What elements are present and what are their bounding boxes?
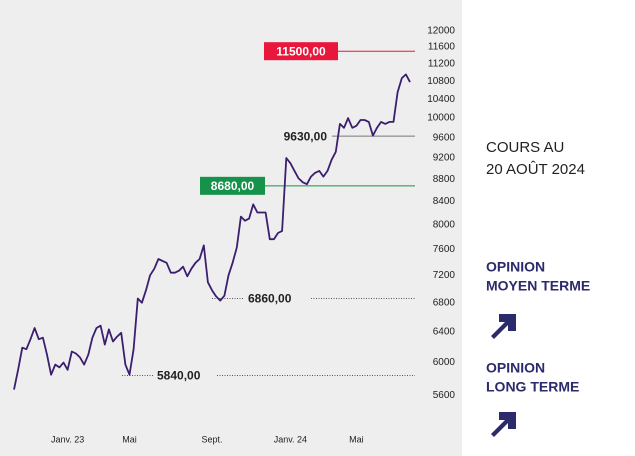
date-line: 20 AOÛT 2024 (486, 161, 585, 178)
level-label-box (264, 42, 338, 61)
y-tick-label: 6400 (433, 326, 456, 337)
x-tick-label: Janv. 23 (51, 434, 84, 444)
y-tick-label: 7600 (433, 244, 456, 255)
y-tick-label: 10800 (427, 76, 455, 87)
opinion-title: LONG TERME (486, 379, 579, 395)
level-label: 8680,00 (211, 179, 255, 193)
y-tick-label: 12000 (427, 25, 455, 36)
opinion-title: MOYEN TERME (486, 278, 590, 294)
x-tick-label: Sept. (201, 434, 222, 444)
arrow-up-icon (491, 412, 516, 437)
arrow-up-icon (491, 314, 516, 339)
level-label: 9630,00 (284, 129, 328, 143)
y-tick-label: 6000 (433, 357, 456, 368)
x-tick-label: Mai (122, 434, 137, 444)
price-line (13, 73, 411, 390)
x-tick-label: Mai (349, 434, 364, 444)
date-line: COURS AU (486, 139, 564, 156)
y-tick-label: 9600 (433, 132, 456, 143)
y-tick-label: 5600 (433, 390, 456, 401)
y-tick-label: 8000 (433, 220, 456, 231)
y-tick-label: 10400 (427, 94, 455, 105)
y-tick-label: 10000 (427, 113, 455, 124)
chart-background (0, 0, 462, 456)
x-tick-label: Janv. 24 (274, 434, 307, 444)
y-tick-label: 7200 (433, 270, 456, 281)
y-tick-label: 11600 (428, 42, 456, 53)
level-label: 11500,00 (276, 44, 326, 58)
y-tick-label: 6800 (433, 297, 456, 308)
y-tick-label: 8400 (433, 196, 456, 207)
opinion-title: OPINION (486, 259, 545, 275)
opinion-title: OPINION (486, 360, 545, 376)
y-tick-label: 11200 (428, 58, 456, 69)
y-tick-label: 9200 (433, 153, 456, 164)
y-tick-label: 8800 (433, 174, 456, 185)
level-label-box (200, 176, 265, 195)
level-label: 6860,00 (248, 292, 292, 306)
level-label: 5840,00 (157, 369, 201, 383)
